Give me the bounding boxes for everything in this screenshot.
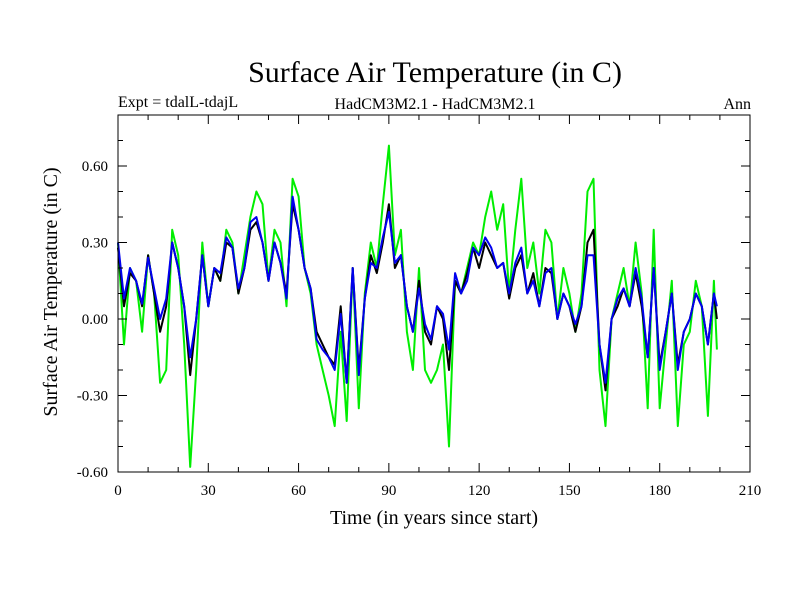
plot-area-frame xyxy=(117,114,751,473)
x-tick-label: 30 xyxy=(201,483,216,499)
chart-subtitle-center: HadCM3M2.1 - HadCM3M2.1 xyxy=(335,96,536,113)
x-tick-label: 150 xyxy=(558,483,581,499)
chart-title: Surface Air Temperature (in C) xyxy=(248,56,622,89)
chart-subtitle-right: Ann xyxy=(723,96,751,113)
series-line-blue xyxy=(117,195,718,384)
x-tick-label: 0 xyxy=(114,483,122,499)
series-line-black xyxy=(117,203,718,392)
x-axis-label: Time (in years since start) xyxy=(330,507,538,529)
axis-ticks-group: 0 30 60 90 120 150 180 210 -0.60 -0.30 0.00 0.30 0.6… xyxy=(77,114,762,499)
y-tick-label: 0.30 xyxy=(82,236,108,252)
y-tick-label: 0.00 xyxy=(82,312,108,328)
x-tick-label: 120 xyxy=(468,483,491,499)
x-tick-label: 60 xyxy=(291,483,306,499)
y-axis-label: Surface Air Temperature (in C) xyxy=(40,167,62,416)
y-tick-label: -0.30 xyxy=(77,389,108,405)
plot-series-group xyxy=(117,144,718,468)
y-tick-label: -0.60 xyxy=(77,465,108,481)
x-tick-label: 210 xyxy=(739,483,762,499)
y-tick-label: 0.60 xyxy=(82,159,108,175)
x-tick-label: 90 xyxy=(381,483,396,499)
chart-subtitle-left: Expt = tdalL-tdajL xyxy=(118,94,238,111)
x-tick-label: 180 xyxy=(648,483,671,499)
